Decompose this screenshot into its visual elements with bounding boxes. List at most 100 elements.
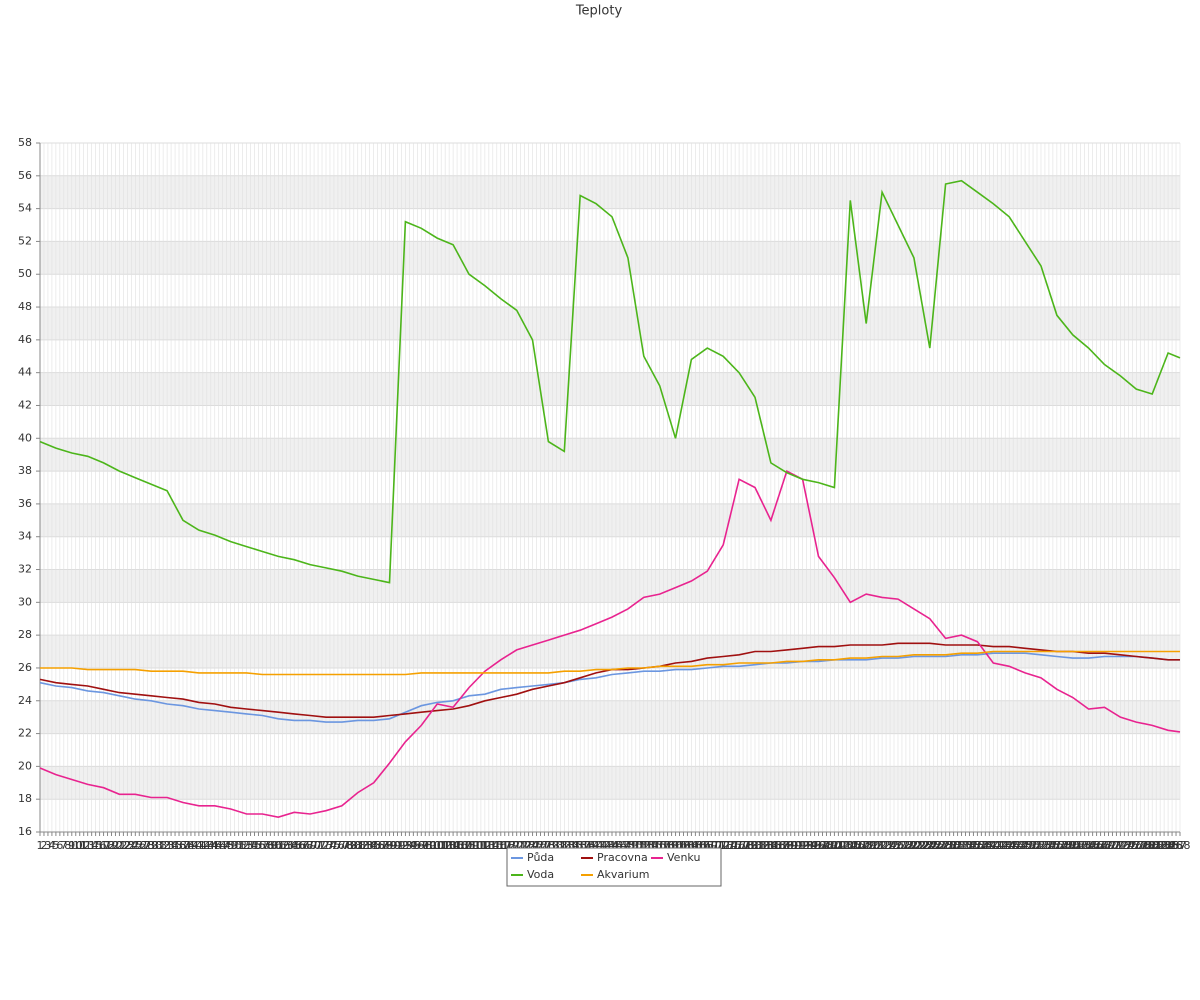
x-tick-label: 36 (172, 839, 186, 852)
x-tick-label: 207 (848, 839, 869, 852)
x-tick-label: 102 (431, 839, 452, 852)
x-tick-label: 206 (844, 839, 865, 852)
x-tick-label: 104 (439, 839, 460, 852)
y-tick-label: 26 (18, 661, 32, 674)
x-tick-label: 239 (975, 839, 996, 852)
x-tick-label: 62 (275, 839, 289, 852)
x-tick-label: 277 (1126, 839, 1147, 852)
grid-band (40, 569, 1180, 603)
y-tick-label: 34 (18, 530, 32, 543)
grid-band (40, 372, 1180, 406)
x-tick-label: 8 (64, 839, 71, 852)
x-tick-label: 278 (1130, 839, 1151, 852)
x-tick-label: 254 (1034, 839, 1055, 852)
x-tick-label: 195 (800, 839, 821, 852)
x-tick-label: 265 (1078, 839, 1099, 852)
x-tick-label: 286 (1162, 839, 1183, 852)
x-tick-label: 192 (788, 839, 809, 852)
x-tick-label: 238 (971, 839, 992, 852)
x-tick-label: 72 (315, 839, 329, 852)
x-tick-label: 204 (836, 839, 857, 852)
x-tick-label: 229 (935, 839, 956, 852)
x-tick-label: 189 (776, 839, 797, 852)
y-tick-label: 16 (18, 825, 32, 838)
x-tick-label: 93 (398, 839, 412, 852)
x-tick-label: 27 (136, 839, 150, 852)
x-tick-label: 81 (351, 839, 365, 852)
x-tick-label: 96 (410, 839, 424, 852)
grid-band (40, 766, 1180, 800)
y-tick-label: 38 (18, 464, 32, 477)
x-tick-label: 65 (287, 839, 301, 852)
x-tick-label: 75 (327, 839, 341, 852)
x-tick-label: 17 (97, 839, 111, 852)
x-tick-label: 31 (152, 839, 166, 852)
x-tick-label: 6 (56, 839, 63, 852)
x-tick-label: 230 (939, 839, 960, 852)
series-line (40, 650, 1180, 676)
x-tick-label: 76 (331, 839, 345, 852)
x-tick-label: 231 (943, 839, 964, 852)
x-tick-label: 16 (93, 839, 107, 852)
x-tick-label: 253 (1030, 839, 1051, 852)
x-tick-label: 82 (355, 839, 369, 852)
legend-label: Pracovna (597, 851, 648, 864)
x-tick-label: 228 (931, 839, 952, 852)
grid-band (40, 307, 1180, 340)
x-tick-label: 259 (1054, 839, 1075, 852)
x-tick-label: 261 (1062, 839, 1083, 852)
x-tick-label: 274 (1114, 839, 1135, 852)
x-tick-label: 39 (184, 839, 198, 852)
x-tick-label: 224 (915, 839, 936, 852)
x-tick-label: 198 (812, 839, 833, 852)
legend-label: Voda (527, 868, 554, 881)
x-tick-label: 11 (73, 839, 87, 852)
x-tick-label: 267 (1086, 839, 1107, 852)
x-tick-label: 244 (995, 839, 1016, 852)
x-tick-label: 84 (363, 839, 377, 852)
y-tick-label: 40 (18, 431, 32, 444)
x-tick-label: 108 (455, 839, 476, 852)
x-tick-label: 15 (89, 839, 103, 852)
x-tick-label: 116 (486, 839, 507, 852)
x-tick-label: 185 (760, 839, 781, 852)
x-tick-label: 236 (963, 839, 984, 852)
x-tick-label: 3 (44, 839, 51, 852)
x-tick-label: 209 (856, 839, 877, 852)
x-tick-label: 52 (236, 839, 250, 852)
x-tick-label: 83 (359, 839, 373, 852)
x-tick-label: 237 (967, 839, 988, 852)
x-tick-label: 101 (427, 839, 448, 852)
x-tick-label: 56 (251, 839, 265, 852)
y-tick-label: 56 (18, 169, 32, 182)
x-tick-label: 234 (955, 839, 976, 852)
y-tick-label: 54 (18, 202, 32, 215)
x-tick-label: 182 (748, 839, 769, 852)
x-tick-label: 78 (339, 839, 353, 852)
x-tick-label: 29 (144, 839, 158, 852)
x-tick-label: 276 (1122, 839, 1143, 852)
y-tick-label: 58 (18, 136, 32, 149)
x-tick-label: 221 (903, 839, 924, 852)
x-tick-label: 45 (208, 839, 222, 852)
x-tick-label: 21 (112, 839, 126, 852)
x-tick-label: 191 (784, 839, 805, 852)
x-tick-label: 288 (1170, 839, 1191, 852)
legend-label: Akvarium (597, 868, 649, 881)
x-tick-label: 275 (1118, 839, 1139, 852)
x-tick-label: 260 (1058, 839, 1079, 852)
x-tick-label: 46 (212, 839, 226, 852)
x-tick-label: 279 (1134, 839, 1155, 852)
y-tick-label: 50 (18, 267, 32, 280)
y-tick-label: 24 (18, 694, 32, 707)
x-tick-label: 115 (482, 839, 503, 852)
x-tick-label: 14 (85, 839, 99, 852)
chart-title: Teploty (575, 4, 623, 19)
x-tick-label: 10 (69, 839, 83, 852)
x-tick-label: 1 (37, 839, 44, 852)
x-tick-label: 94 (402, 839, 416, 852)
x-tick-label: 22 (116, 839, 130, 852)
x-tick-label: 281 (1142, 839, 1163, 852)
y-tick-label: 36 (18, 497, 32, 510)
x-tick-label: 219 (895, 839, 916, 852)
